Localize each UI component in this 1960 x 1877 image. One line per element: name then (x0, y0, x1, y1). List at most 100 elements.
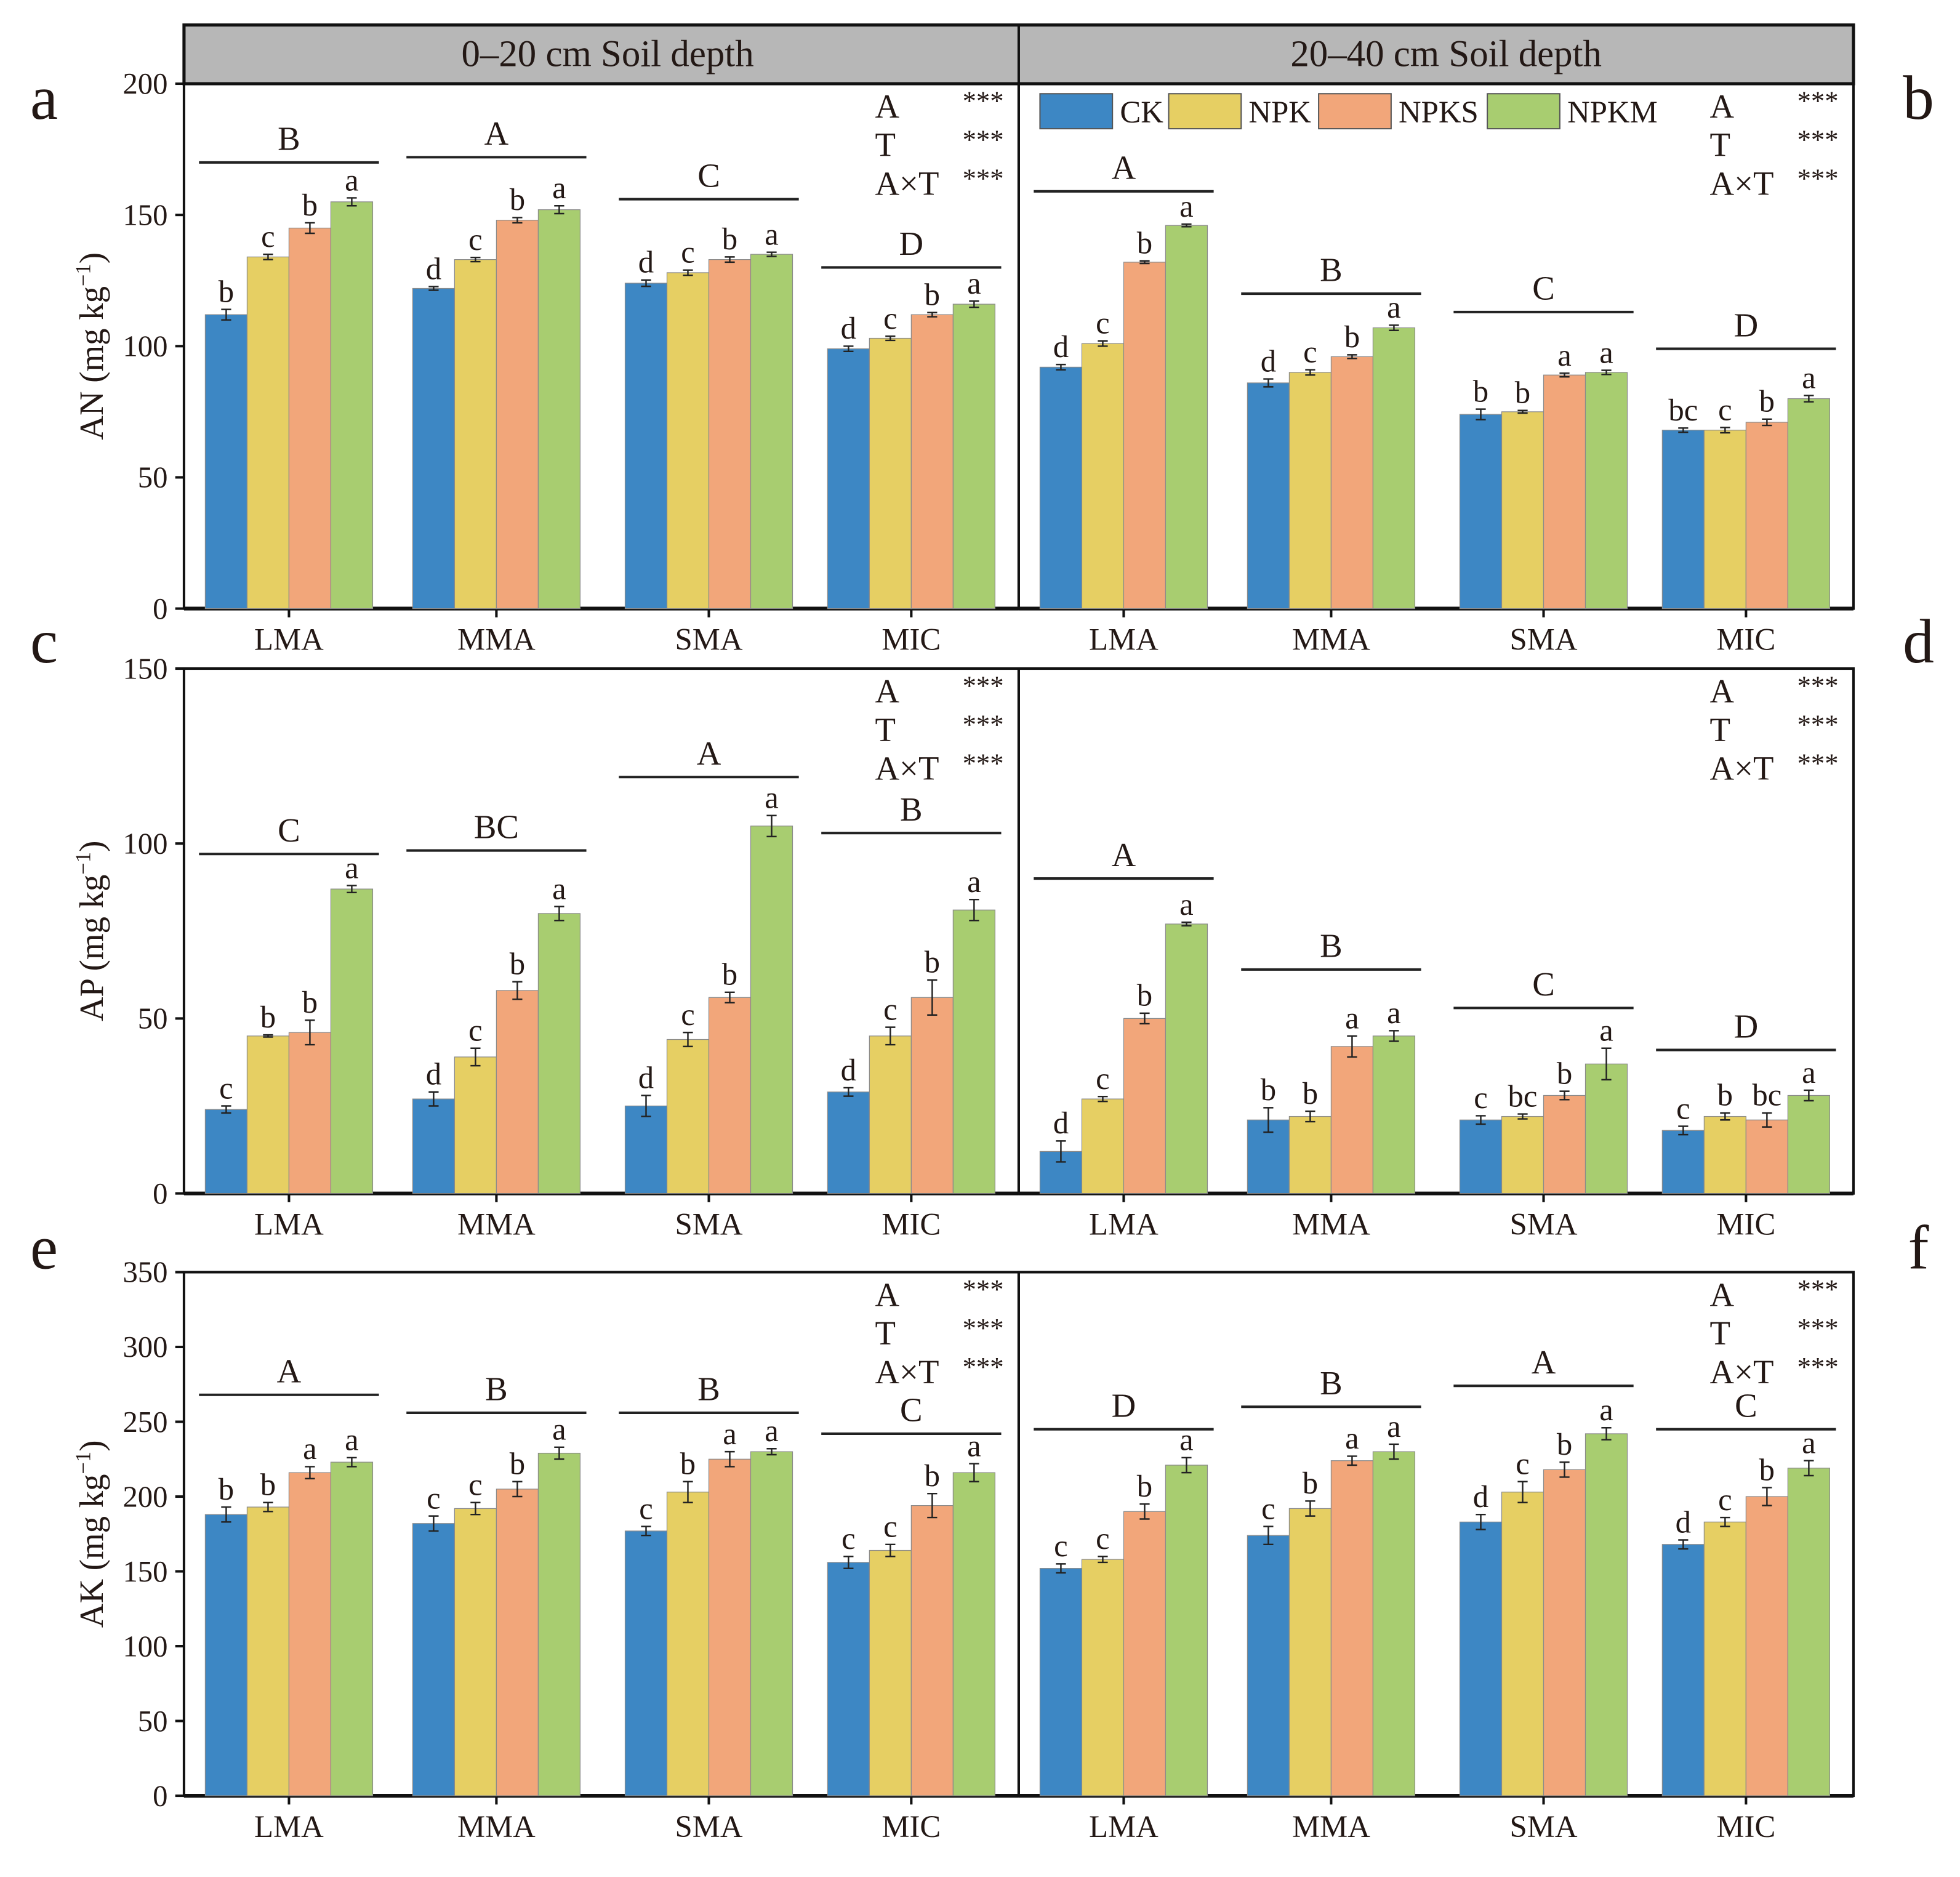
significance-letter: bc (1508, 1079, 1538, 1113)
stat-term: T (1709, 1314, 1730, 1352)
y-tick-label: 0 (153, 1177, 167, 1210)
significance-letter: c (639, 1491, 653, 1525)
y-tick-label: 150 (122, 198, 167, 231)
y-axis-row-0: 0 50 100 150 200 AN (mg kg−1) (72, 67, 184, 625)
legend-swatch (1318, 93, 1392, 130)
significance-letter: b (1137, 226, 1152, 260)
bar-NPKS (1330, 356, 1374, 609)
y-tick-label: 200 (122, 1480, 167, 1513)
bar-NPKS (496, 990, 539, 1194)
x-tick-label: LMA (1089, 1207, 1159, 1242)
significance-letter: a (1387, 290, 1401, 324)
significance-letter: b (1557, 1427, 1572, 1461)
bar-NPKM (1372, 327, 1416, 609)
group-letter: C (1532, 965, 1555, 1003)
y-tick-label: 0 (153, 592, 167, 625)
significance-letter: c (468, 1468, 483, 1502)
significance-letter: b (1717, 1078, 1733, 1112)
y-axis-label: AP (mg kg−1) (72, 841, 110, 1021)
group-SMA: SMA d c b a C (619, 156, 799, 657)
stat-significance: *** (963, 709, 1004, 740)
significance-letter: b (1344, 320, 1360, 354)
y-label-end: ) (73, 1440, 110, 1451)
panel-letter: d (1903, 607, 1934, 676)
stat-term: A×T (1709, 750, 1773, 787)
bar-CK (1459, 1521, 1503, 1796)
bar-NPK (1703, 1115, 1746, 1194)
anova-stats: A *** T *** A×T *** (1709, 86, 1838, 203)
significance-letter: a (1802, 1426, 1816, 1460)
significance-letter: c (1096, 1521, 1110, 1556)
significance-letter: b (925, 945, 940, 979)
bar-CK (412, 287, 456, 609)
header-left: 0–20 cm Soil depth (462, 34, 754, 75)
group-letter: D (1734, 306, 1759, 344)
significance-letter: b (1137, 1469, 1152, 1503)
significance-letter: c (883, 301, 898, 336)
bar-CK (1247, 382, 1290, 609)
bar-NPKM (750, 826, 793, 1194)
y-tick-label: 150 (122, 652, 167, 685)
group-letter: D (1734, 1007, 1759, 1045)
x-tick-label: MIC (882, 1809, 941, 1844)
y-tick-label: 250 (122, 1405, 167, 1439)
bar-NPK (246, 256, 290, 609)
significance-letter: b (1515, 376, 1530, 410)
bar-CK (204, 1514, 248, 1796)
bar-NPK (1501, 1492, 1544, 1796)
significance-letter: a (967, 266, 981, 300)
significance-letter: c (841, 1521, 856, 1556)
bar-NPKM (330, 201, 374, 609)
x-tick-label: MMA (457, 622, 536, 657)
x-tick-label: MMA (1292, 1207, 1370, 1242)
group-SMA: SMA dcb a A (619, 734, 799, 1242)
bar-NPKM (1584, 1433, 1628, 1796)
bar-NPKS (288, 227, 332, 609)
x-tick-label: MIC (1716, 622, 1775, 657)
bar-NPKM (1165, 923, 1208, 1194)
y-label-text: AN (mg kg (73, 286, 110, 440)
significance-letter: a (1599, 335, 1613, 369)
legend-item-NPK: NPK (1168, 93, 1311, 130)
stat-term: T (875, 1314, 895, 1352)
significance-letter: b (260, 1000, 276, 1034)
stat-significance: *** (1797, 748, 1839, 779)
x-tick-label: MMA (457, 1809, 536, 1844)
bar-NPK (869, 1549, 912, 1796)
bar-CK (412, 1523, 456, 1796)
y-tick-label: 350 (122, 1256, 167, 1289)
significance-letter: b (1303, 1076, 1318, 1111)
y-tick-label: 200 (122, 67, 167, 100)
bar-NPKS (1330, 1046, 1374, 1194)
bar-NPKS (1123, 1018, 1167, 1194)
stat-significance: *** (1797, 709, 1839, 740)
significance-letter: b (1261, 1072, 1276, 1107)
significance-letter: c (427, 1481, 441, 1515)
group-MIC: MIC bc c ba D (1656, 306, 1836, 657)
legend-item-NPKM: NPKM (1487, 93, 1658, 130)
significance-letter: a (1179, 887, 1194, 922)
significance-letter: a (1557, 338, 1572, 372)
header-right: 20–40 cm Soil depth (1290, 34, 1602, 75)
y-label-end: ) (73, 252, 110, 263)
anova-stats: A *** T *** A×T *** (875, 670, 1003, 787)
bar-CK (1661, 1130, 1705, 1194)
stat-term: A (875, 1276, 899, 1313)
anova-stats: A *** T *** A×T *** (1709, 670, 1838, 787)
significance-letter: a (1599, 1393, 1613, 1427)
stat-term: T (875, 711, 895, 749)
y-tick-label: 50 (138, 1705, 168, 1738)
bar-NPK (1703, 1521, 1746, 1796)
group-letter: B (278, 120, 300, 158)
significance-letter: d (1676, 1505, 1691, 1539)
y-tick-label: 0 (153, 1779, 167, 1812)
significance-letter: c (883, 1509, 898, 1544)
stat-significance: *** (1797, 1351, 1839, 1382)
group-letter: A (1112, 148, 1136, 186)
bar-NPKS (1745, 1119, 1788, 1194)
